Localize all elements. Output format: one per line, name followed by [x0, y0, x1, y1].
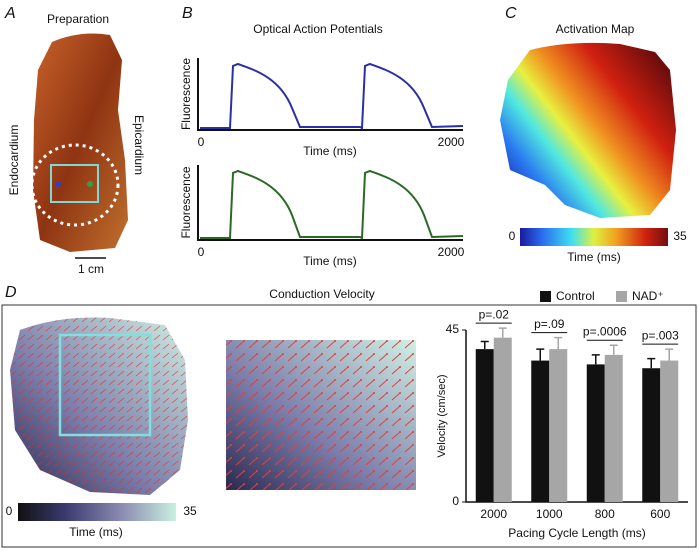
panel-title: Optical Action Potentials [253, 22, 382, 36]
y-tick-label: 45 [446, 322, 460, 336]
bar [531, 360, 550, 502]
legend-swatch [540, 291, 551, 302]
x-tick-label: 0 [198, 135, 205, 149]
bar [660, 360, 679, 502]
traces: Fluorescence 0 2000 Time (ms) Fluorescence 0 2… [179, 58, 464, 269]
legend-label: Control [556, 289, 595, 303]
legend-swatch [616, 291, 627, 302]
y-tick-label: 0 [452, 494, 459, 508]
x-tick-label: 0 [198, 245, 205, 259]
x-tick-label: 2000 [480, 507, 507, 521]
scale-label: 1 cm [78, 262, 104, 276]
annotation: p=.09 [534, 317, 565, 331]
annotation: p=.0006 [583, 324, 627, 338]
bar-chart: 0 45 Velocity (cm/sec) Pacing Cycle Length … [436, 289, 688, 540]
bar [475, 349, 494, 502]
x-tick-label: 2000 [438, 245, 465, 259]
panel-letter: B [182, 5, 193, 22]
error-bar [591, 354, 600, 365]
panel-letter: D [5, 284, 17, 301]
y-axis-label: Fluorescence [179, 166, 193, 238]
inset-box [58, 333, 152, 437]
bar [642, 368, 661, 502]
error-bar [647, 357, 656, 369]
colorbar [18, 503, 176, 521]
colorbar-tick: 35 [183, 504, 197, 518]
tissue-photo [33, 33, 128, 252]
axis [197, 165, 463, 241]
field-of-view [50, 164, 99, 203]
panel-frame [1, 304, 697, 548]
error-bar [536, 348, 545, 361]
trace [200, 62, 464, 130]
colorbar-tick: 35 [673, 229, 687, 243]
error-bar [665, 348, 674, 361]
legend-label: NAD⁺ [632, 289, 664, 303]
x-axis-label: Time (ms) [303, 254, 357, 268]
axis [197, 58, 463, 131]
bar [493, 337, 512, 502]
side-label: Epicardium [132, 115, 146, 175]
velocity-vectors [10, 317, 188, 495]
x-tick-label: 800 [595, 507, 615, 521]
panel-title: Preparation [47, 12, 109, 26]
annotation: p=.003 [642, 328, 679, 342]
annotation: p=.02 [479, 307, 510, 321]
colorbar-tick: 0 [6, 504, 13, 518]
colorbar-label: Time (ms) [69, 525, 123, 539]
bar [604, 354, 623, 502]
y-axis-label: Fluorescence [179, 58, 193, 130]
x-axis-label: Time (ms) [303, 144, 357, 158]
error-bar [480, 340, 489, 350]
colorbar [520, 228, 668, 246]
site-marker [55, 181, 61, 187]
site-marker [87, 181, 93, 187]
region-outline [30, 143, 120, 227]
x-tick-label: 1000 [536, 507, 563, 521]
x-tick-label: 2000 [438, 135, 465, 149]
activation-map [500, 42, 676, 218]
side-label: Endocardium [7, 125, 21, 196]
x-axis-label: Pacing Cycle Length (ms) [508, 526, 645, 540]
error-bar [498, 327, 507, 338]
inset-vectors [226, 340, 416, 490]
bar [586, 364, 605, 502]
colorbar-label: Time (ms) [567, 250, 621, 264]
error-bar [554, 336, 563, 350]
y-axis-label: Velocity (cm/sec) [436, 374, 448, 457]
trace [200, 169, 464, 240]
colorbar-tick: 0 [509, 229, 516, 243]
panel-title: Activation Map [556, 22, 635, 36]
x-tick-label: 600 [650, 507, 670, 521]
panel-letter: C [505, 5, 517, 22]
panel-letter: A [4, 5, 16, 22]
bar [549, 349, 568, 502]
error-bar [609, 344, 618, 355]
panel-title: Conduction Velocity [269, 287, 374, 301]
